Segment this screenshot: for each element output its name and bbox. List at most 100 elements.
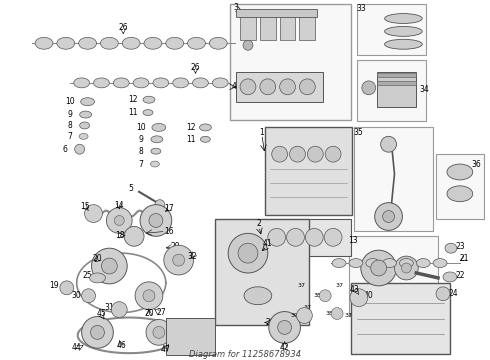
Text: 10: 10 — [136, 123, 146, 132]
Ellipse shape — [193, 78, 208, 88]
Ellipse shape — [81, 98, 95, 105]
Bar — [436, 154, 484, 219]
Circle shape — [149, 213, 163, 228]
Circle shape — [106, 208, 132, 233]
Ellipse shape — [150, 161, 159, 167]
Ellipse shape — [366, 258, 380, 267]
Text: 23: 23 — [455, 242, 465, 251]
Circle shape — [146, 319, 171, 345]
Circle shape — [361, 250, 396, 286]
Text: 22: 22 — [455, 271, 465, 280]
Text: 12: 12 — [186, 123, 196, 132]
Text: 2: 2 — [256, 219, 261, 228]
Ellipse shape — [90, 273, 105, 283]
Text: 20: 20 — [93, 253, 102, 262]
Ellipse shape — [399, 258, 413, 267]
Text: 42: 42 — [280, 343, 290, 352]
Ellipse shape — [79, 133, 88, 139]
Ellipse shape — [113, 78, 129, 88]
Text: 28: 28 — [265, 318, 274, 327]
Circle shape — [375, 203, 402, 230]
Text: 29: 29 — [171, 242, 180, 251]
Ellipse shape — [153, 78, 169, 88]
Text: 33: 33 — [356, 4, 366, 13]
Text: Diagram for 11258678934: Diagram for 11258678934 — [189, 350, 301, 359]
Text: 45: 45 — [97, 309, 106, 318]
Ellipse shape — [80, 111, 92, 118]
Circle shape — [401, 263, 411, 273]
Circle shape — [436, 287, 450, 301]
Ellipse shape — [447, 186, 473, 202]
Text: 13: 13 — [348, 236, 358, 245]
Bar — [299, 10, 315, 40]
Ellipse shape — [332, 258, 346, 267]
Text: 32: 32 — [188, 252, 197, 261]
Ellipse shape — [80, 122, 90, 129]
Text: 44: 44 — [72, 343, 81, 352]
Ellipse shape — [447, 164, 473, 180]
Ellipse shape — [349, 258, 363, 267]
Text: 39: 39 — [291, 313, 298, 318]
Ellipse shape — [74, 78, 90, 88]
Circle shape — [290, 146, 305, 162]
Circle shape — [305, 228, 323, 246]
Circle shape — [140, 204, 172, 236]
Circle shape — [92, 248, 127, 284]
Bar — [351, 283, 450, 354]
Text: 11: 11 — [128, 108, 138, 117]
Ellipse shape — [199, 124, 211, 131]
Circle shape — [296, 307, 312, 323]
Ellipse shape — [133, 78, 149, 88]
Ellipse shape — [433, 258, 447, 267]
Ellipse shape — [212, 78, 228, 88]
Ellipse shape — [385, 26, 422, 36]
Ellipse shape — [152, 123, 166, 131]
Circle shape — [238, 243, 258, 263]
Bar — [260, 10, 276, 40]
Circle shape — [324, 228, 342, 246]
Ellipse shape — [151, 148, 161, 154]
Text: 3: 3 — [234, 3, 239, 12]
Ellipse shape — [151, 136, 163, 143]
Bar — [262, 219, 351, 256]
Circle shape — [383, 211, 394, 222]
Text: 12: 12 — [128, 95, 138, 104]
Ellipse shape — [200, 136, 210, 142]
Text: 30: 30 — [72, 291, 81, 300]
Text: 36: 36 — [472, 159, 482, 168]
Circle shape — [287, 228, 304, 246]
Text: 35: 35 — [353, 128, 363, 137]
Bar — [377, 73, 416, 77]
Circle shape — [240, 79, 256, 95]
Circle shape — [101, 258, 117, 274]
Text: 37: 37 — [303, 305, 311, 310]
Text: 34: 34 — [419, 85, 429, 94]
Ellipse shape — [143, 96, 155, 103]
Ellipse shape — [100, 37, 118, 49]
Ellipse shape — [122, 37, 140, 49]
Text: 5: 5 — [129, 184, 134, 193]
Ellipse shape — [188, 37, 205, 49]
Text: 31: 31 — [104, 303, 114, 312]
Bar — [377, 72, 416, 107]
Text: 43: 43 — [350, 285, 360, 294]
Ellipse shape — [57, 37, 74, 49]
Circle shape — [350, 289, 368, 307]
Ellipse shape — [173, 78, 189, 88]
Text: 11: 11 — [186, 135, 196, 144]
Ellipse shape — [35, 37, 53, 49]
Circle shape — [269, 311, 300, 343]
Bar — [230, 4, 351, 121]
Bar — [354, 127, 433, 231]
Circle shape — [362, 81, 376, 95]
Text: 37: 37 — [335, 283, 343, 288]
Text: 18: 18 — [116, 231, 125, 240]
Text: 20: 20 — [144, 309, 154, 318]
Circle shape — [278, 320, 292, 334]
Bar — [377, 81, 416, 85]
Bar — [349, 236, 438, 315]
Ellipse shape — [445, 243, 457, 253]
Text: 26: 26 — [119, 23, 128, 32]
Circle shape — [111, 302, 127, 318]
Circle shape — [280, 79, 295, 95]
